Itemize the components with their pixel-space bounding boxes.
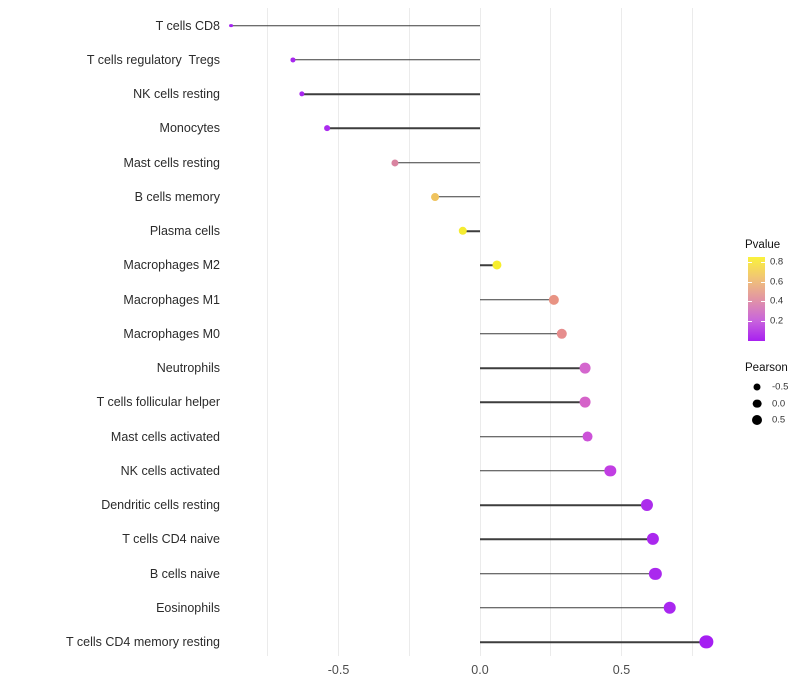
colorbar-tick: [761, 301, 765, 303]
lollipop-segment: [480, 572, 656, 575]
category-label: T cells regulatory Tregs: [86, 52, 220, 67]
gridline-x--0.75: [267, 8, 269, 656]
lollipop-segment: [480, 538, 653, 540]
lollipop-segment: [480, 607, 670, 609]
category-label: T cells CD4 naive: [122, 532, 220, 547]
gridline-x-0.75: [691, 8, 693, 656]
size-legend-label: 0.5: [772, 414, 786, 426]
category-label: T cells CD8: [155, 18, 220, 33]
category-label: T cells CD4 memory resting: [66, 635, 220, 649]
gridline-x--0.25: [408, 8, 410, 656]
pearson-legend-title: Pearson: [745, 362, 788, 374]
colorbar-tick: [761, 261, 765, 263]
x-tick-label: 0.0: [471, 663, 489, 677]
lollipop-segment: [480, 298, 554, 301]
lollipop-segment: [434, 196, 480, 198]
gridline-x-0: [479, 8, 481, 656]
lollipop-segment: [480, 470, 611, 472]
lollipop-segment: [480, 504, 647, 506]
data-point-dot: [299, 91, 305, 97]
lollipop-segment: [480, 641, 707, 643]
lollipop-segment: [480, 435, 588, 438]
size-legend-label: -0.5: [772, 381, 789, 393]
data-point-dot: [548, 294, 559, 305]
pvalue-legend-title: Pvalue: [745, 239, 781, 251]
x-tick-label: 0.5: [612, 663, 631, 677]
category-label: Dendritic cells resting: [101, 498, 220, 512]
category-label: NK cells activated: [120, 463, 220, 478]
lollipop-segment: [327, 127, 480, 129]
size-legend-dot: [753, 383, 761, 391]
data-point-dot: [324, 125, 331, 132]
colorbar-tick: [748, 321, 752, 323]
category-label: NK cells resting: [133, 87, 220, 101]
pvalue-colorbar: [748, 257, 765, 341]
category-label: Macrophages M1: [123, 292, 220, 307]
category-label: Macrophages M2: [123, 258, 220, 273]
category-label: T cells follicular helper: [96, 395, 220, 410]
data-point-dot: [579, 396, 591, 408]
colorbar-tick-label: 0.8: [770, 256, 784, 268]
category-label: Mast cells activated: [110, 429, 220, 444]
data-point-dot: [646, 533, 659, 546]
data-point-dot: [492, 260, 502, 270]
colorbar-tick-label: 0.6: [770, 276, 784, 288]
data-point-dot: [458, 226, 468, 236]
colorbar-tick: [748, 261, 752, 263]
colorbar-tick-label: 0.2: [770, 315, 784, 327]
colorbar-tick: [748, 301, 752, 303]
data-point-dot: [604, 465, 616, 477]
lollipop-segment: [463, 230, 480, 232]
colorbar-tick-label: 0.4: [770, 295, 784, 307]
data-point-dot: [579, 362, 591, 374]
data-point-dot: [649, 567, 662, 580]
size-legend-dot: [752, 399, 762, 408]
data-point-dot: [663, 601, 676, 615]
size-legend-dot: [752, 415, 762, 425]
lollipop-segment: [480, 401, 585, 403]
data-point-dot: [640, 498, 654, 512]
lollipop-segment: [230, 24, 480, 27]
category-label: Monocytes: [159, 121, 220, 136]
category-label: Mast cells resting: [123, 155, 220, 170]
category-label: Plasma cells: [149, 224, 220, 238]
data-point-dot: [229, 23, 233, 28]
gridline-x--0.5: [338, 8, 339, 656]
data-point-dot: [430, 192, 439, 201]
colorbar-tick: [761, 281, 765, 283]
colorbar-tick: [761, 321, 765, 323]
colorbar-tick: [748, 281, 752, 283]
data-point-dot: [290, 57, 296, 63]
lollipop-segment: [480, 367, 585, 369]
category-label: Eosinophils: [156, 600, 220, 615]
size-legend-label: 0.0: [772, 398, 786, 409]
x-tick-label: -0.5: [327, 663, 350, 677]
category-label: B cells naive: [149, 566, 220, 581]
category-label: Macrophages M0: [123, 326, 220, 341]
lollipop-segment: [480, 333, 563, 335]
lollipop-segment: [293, 59, 480, 61]
data-point-dot: [699, 635, 714, 649]
data-point-dot: [556, 328, 568, 339]
lollipop-segment: [301, 93, 480, 95]
category-label: B cells memory: [134, 189, 220, 204]
category-label: Neutrophils: [156, 361, 220, 375]
data-point-dot: [391, 158, 399, 167]
lollipop-segment: [480, 264, 497, 266]
data-point-dot: [582, 431, 593, 442]
gridline-x-0.25: [550, 8, 552, 656]
lollipop-segment: [395, 161, 480, 164]
gridline-x-0.5: [621, 8, 622, 656]
